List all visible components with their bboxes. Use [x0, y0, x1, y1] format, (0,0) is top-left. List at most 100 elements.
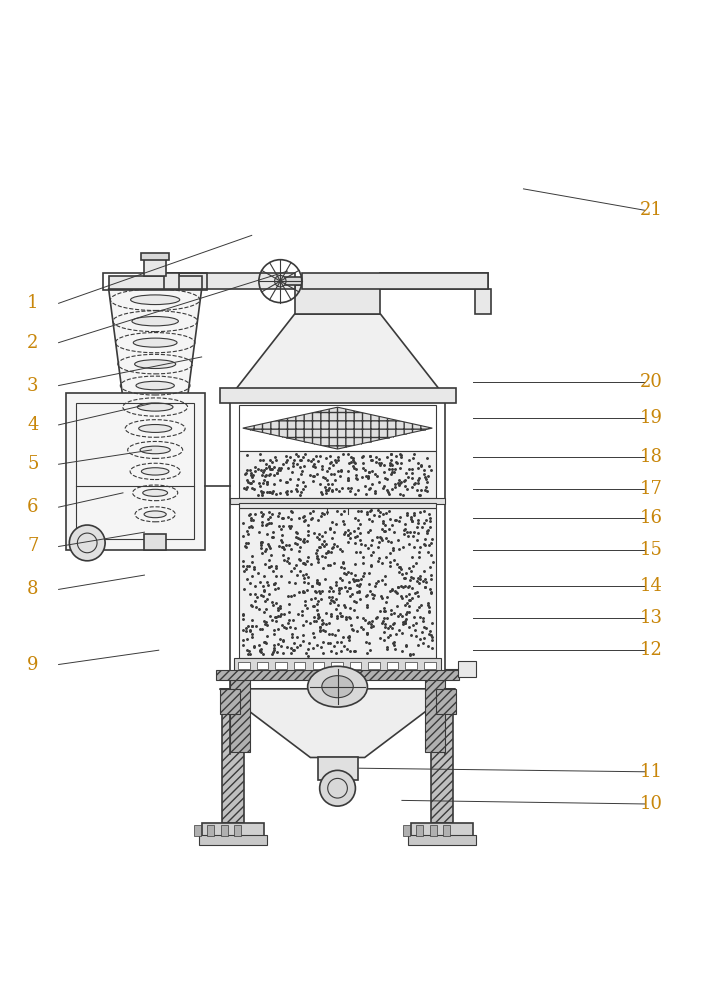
Point — [282, 615, 294, 631]
Point — [288, 560, 299, 576]
Point — [329, 627, 340, 643]
Point — [367, 476, 378, 492]
Point — [379, 619, 391, 635]
Point — [423, 599, 434, 615]
Point — [370, 575, 381, 591]
Point — [323, 480, 335, 496]
Point — [360, 588, 372, 604]
Point — [320, 485, 332, 501]
Point — [406, 627, 417, 643]
Point — [369, 485, 381, 501]
Point — [379, 576, 391, 592]
Point — [357, 469, 368, 485]
Point — [384, 618, 396, 634]
Point — [281, 448, 292, 464]
Point — [404, 536, 415, 552]
Point — [258, 578, 269, 594]
Point — [302, 600, 313, 616]
Point — [264, 586, 275, 602]
Point — [388, 464, 400, 480]
Point — [267, 597, 279, 613]
Point — [260, 517, 271, 533]
Circle shape — [320, 770, 355, 806]
Point — [396, 566, 408, 582]
Point — [302, 553, 313, 569]
Point — [246, 612, 258, 628]
Text: 16: 16 — [639, 509, 663, 527]
Point — [399, 615, 411, 631]
Point — [245, 462, 256, 478]
Point — [277, 518, 289, 534]
Point — [273, 600, 284, 616]
Point — [251, 599, 262, 615]
Point — [336, 572, 348, 588]
Point — [326, 589, 337, 605]
Point — [253, 487, 264, 503]
Point — [289, 535, 300, 551]
Bar — [230, 671, 251, 752]
Point — [279, 606, 290, 622]
Point — [335, 643, 347, 659]
Point — [244, 586, 256, 602]
Point — [268, 459, 279, 475]
Point — [362, 524, 373, 540]
Point — [355, 591, 366, 607]
Point — [269, 449, 281, 465]
Point — [264, 466, 276, 482]
Bar — [220, 689, 240, 714]
Point — [307, 598, 319, 614]
Point — [260, 456, 271, 472]
Point — [312, 529, 323, 545]
Ellipse shape — [139, 425, 172, 432]
Point — [307, 510, 318, 526]
Point — [294, 552, 306, 568]
Point — [294, 531, 306, 547]
Point — [424, 510, 436, 526]
Bar — [284, 277, 391, 285]
Point — [385, 457, 396, 473]
Point — [280, 484, 292, 500]
Point — [406, 461, 418, 477]
Point — [363, 565, 375, 581]
Point — [320, 545, 332, 561]
Point — [345, 480, 357, 496]
Point — [315, 484, 327, 500]
Circle shape — [274, 275, 286, 287]
Point — [391, 556, 403, 572]
Point — [255, 587, 266, 603]
Point — [271, 609, 282, 625]
Point — [378, 523, 389, 539]
Point — [423, 595, 434, 611]
Point — [293, 606, 304, 622]
Point — [366, 532, 378, 548]
Point — [269, 576, 280, 592]
Point — [320, 482, 331, 498]
Point — [385, 545, 396, 561]
Point — [272, 602, 284, 618]
Point — [259, 593, 271, 609]
Point — [275, 608, 286, 624]
Point — [342, 564, 354, 580]
Point — [323, 626, 335, 642]
Point — [396, 643, 408, 659]
Point — [368, 507, 380, 523]
Point — [373, 550, 385, 566]
Point — [262, 577, 274, 593]
Point — [314, 622, 326, 638]
Point — [299, 458, 310, 474]
Point — [258, 506, 269, 522]
Point — [332, 597, 343, 613]
Point — [243, 519, 255, 535]
Point — [421, 525, 433, 541]
Point — [294, 459, 306, 475]
Point — [299, 593, 311, 609]
Point — [333, 580, 345, 596]
Point — [313, 526, 325, 542]
Point — [351, 471, 363, 487]
Point — [298, 555, 309, 571]
Point — [380, 505, 391, 521]
Point — [291, 536, 302, 552]
Point — [424, 581, 436, 597]
Point — [423, 458, 434, 474]
Point — [289, 575, 301, 591]
